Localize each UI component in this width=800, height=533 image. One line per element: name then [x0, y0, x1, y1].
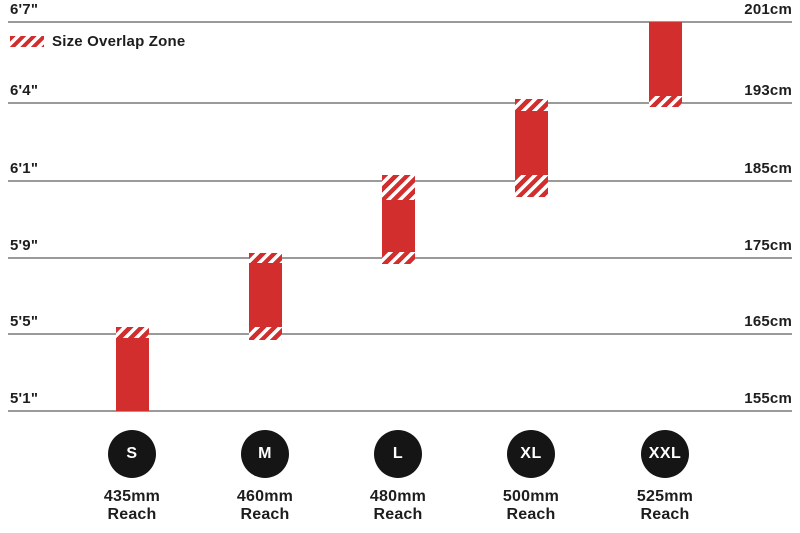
- reach-word: Reach: [506, 506, 556, 523]
- reach-value: 480mm: [369, 488, 427, 505]
- size-overlap-zone: [382, 252, 415, 264]
- y-tick-label-right: 201cm: [744, 1, 792, 18]
- size-overlap-zone: [515, 175, 548, 197]
- y-tick-label-left: 6'7": [10, 1, 39, 18]
- y-tick-label-left: 5'1": [10, 390, 39, 407]
- reach-word: Reach: [240, 506, 290, 523]
- size-circle: L: [374, 430, 422, 478]
- size-overlap-zone: [382, 175, 415, 200]
- size-overlap-zone: [249, 253, 282, 264]
- size-range-bar: [116, 338, 149, 411]
- gridline: [8, 21, 792, 23]
- reach-word: Reach: [373, 506, 423, 523]
- gridline: [8, 333, 792, 335]
- size-circle: M: [241, 430, 289, 478]
- reach-label: 500mm Reach: [466, 488, 596, 524]
- size-overlap-zone: [649, 96, 682, 107]
- reach-value: 500mm: [502, 488, 560, 505]
- y-tick-label-right: 185cm: [744, 160, 792, 177]
- size-range-bar: [649, 22, 682, 96]
- y-tick-label-left: 5'5": [10, 313, 39, 330]
- size-range-bar: [249, 263, 282, 327]
- legend-label: Size Overlap Zone: [52, 33, 186, 50]
- gridline: [8, 102, 792, 104]
- size-range-bar: [382, 200, 415, 252]
- size-overlap-zone: [249, 327, 282, 340]
- y-tick-label-left: 6'1": [10, 160, 39, 177]
- reach-value: 525mm: [636, 488, 694, 505]
- reach-word: Reach: [107, 506, 157, 523]
- size-range-bar: [515, 111, 548, 175]
- y-tick-label-left: 5'9": [10, 237, 39, 254]
- size-overlap-zone: [116, 327, 149, 338]
- y-tick-label-right: 155cm: [744, 390, 792, 407]
- y-tick-label-left: 6'4": [10, 82, 39, 99]
- overlap-zone-hatch-swatch-icon: [10, 36, 44, 47]
- y-tick-label-right: 193cm: [744, 82, 792, 99]
- size-overlap-zone: [515, 99, 548, 111]
- reach-label: 435mm Reach: [67, 488, 197, 524]
- y-tick-label-right: 165cm: [744, 313, 792, 330]
- y-tick-label-right: 175cm: [744, 237, 792, 254]
- size-circle: S: [108, 430, 156, 478]
- gridline: [8, 410, 792, 412]
- reach-label: 480mm Reach: [333, 488, 463, 524]
- reach-value: 435mm: [103, 488, 161, 505]
- reach-label: 460mm Reach: [200, 488, 330, 524]
- size-circle: XXL: [641, 430, 689, 478]
- reach-word: Reach: [640, 506, 690, 523]
- legend: Size Overlap Zone: [10, 33, 185, 50]
- size-circle: XL: [507, 430, 555, 478]
- reach-value: 460mm: [236, 488, 294, 505]
- reach-label: 525mm Reach: [600, 488, 730, 524]
